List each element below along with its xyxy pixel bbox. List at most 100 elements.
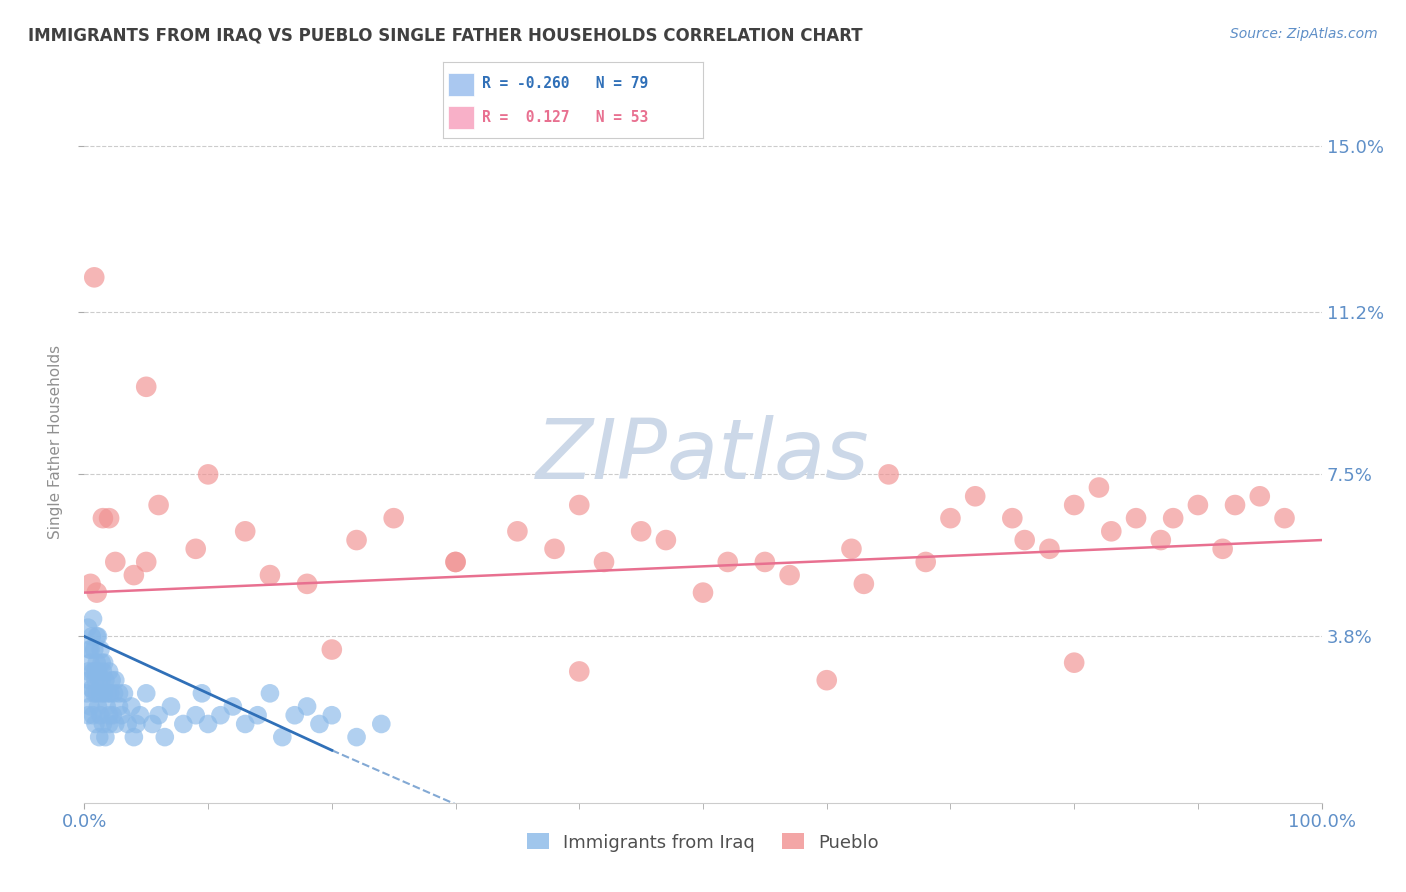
Point <box>271 730 294 744</box>
Point <box>83 270 105 285</box>
Text: IMMIGRANTS FROM IRAQ VS PUEBLO SINGLE FATHER HOUSEHOLDS CORRELATION CHART: IMMIGRANTS FROM IRAQ VS PUEBLO SINGLE FA… <box>28 27 863 45</box>
Point <box>91 717 114 731</box>
Point <box>346 533 368 547</box>
Point <box>877 467 900 482</box>
Point <box>89 642 111 657</box>
Point <box>98 708 121 723</box>
Point <box>815 673 838 688</box>
Point <box>1088 481 1111 495</box>
Point <box>148 708 170 723</box>
Point <box>84 717 107 731</box>
Text: R = -0.260   N = 79: R = -0.260 N = 79 <box>482 76 648 91</box>
Point <box>122 568 145 582</box>
Point <box>125 717 148 731</box>
Point <box>77 665 100 679</box>
Point <box>184 541 207 556</box>
Point <box>506 524 529 539</box>
Point <box>852 577 875 591</box>
Point <box>568 498 591 512</box>
Point <box>96 699 118 714</box>
Point <box>91 511 114 525</box>
Point <box>246 708 269 723</box>
Bar <box>449 73 474 95</box>
Point <box>1063 498 1085 512</box>
Point <box>91 665 114 679</box>
Point <box>104 555 127 569</box>
Point <box>259 568 281 582</box>
Point <box>1161 511 1184 525</box>
Point <box>295 699 318 714</box>
Point <box>94 730 117 744</box>
Point <box>82 708 104 723</box>
Point <box>108 686 131 700</box>
Point <box>184 708 207 723</box>
Point <box>79 656 101 670</box>
Point <box>79 642 101 657</box>
Point <box>86 686 108 700</box>
Point <box>1212 541 1234 556</box>
Point <box>1187 498 1209 512</box>
Point <box>86 656 108 670</box>
Point <box>321 708 343 723</box>
Point <box>83 686 105 700</box>
Point <box>543 541 565 556</box>
Point <box>135 686 157 700</box>
Text: R =  0.127   N = 53: R = 0.127 N = 53 <box>482 110 648 125</box>
Point <box>79 577 101 591</box>
Point <box>110 708 132 723</box>
Point <box>1150 533 1173 547</box>
Point <box>222 699 245 714</box>
Point <box>1274 511 1296 525</box>
Point <box>104 717 127 731</box>
Point <box>84 665 107 679</box>
Point <box>1099 524 1122 539</box>
Point <box>295 577 318 591</box>
Point <box>90 656 112 670</box>
Point <box>77 621 100 635</box>
Point <box>89 708 111 723</box>
Point <box>308 717 330 731</box>
Point <box>77 708 100 723</box>
Text: Source: ZipAtlas.com: Source: ZipAtlas.com <box>1230 27 1378 41</box>
Point <box>141 717 163 731</box>
Point <box>79 699 101 714</box>
Point <box>444 555 467 569</box>
Point <box>1014 533 1036 547</box>
Point <box>321 642 343 657</box>
Point <box>655 533 678 547</box>
Point <box>841 541 863 556</box>
Point <box>93 686 115 700</box>
Point <box>86 585 108 599</box>
Point <box>135 555 157 569</box>
Point <box>914 555 936 569</box>
Point <box>87 699 110 714</box>
Point <box>939 511 962 525</box>
Point <box>98 511 121 525</box>
Point <box>89 686 111 700</box>
Point <box>779 568 801 582</box>
Point <box>98 686 121 700</box>
Point <box>122 730 145 744</box>
Point <box>160 699 183 714</box>
Point <box>284 708 307 723</box>
Point <box>98 665 121 679</box>
Point <box>86 629 108 643</box>
Point <box>90 673 112 688</box>
Point <box>382 511 405 525</box>
Point <box>692 585 714 599</box>
Point <box>98 717 121 731</box>
Point <box>1249 489 1271 503</box>
Text: ZIPatlas: ZIPatlas <box>536 416 870 497</box>
Point <box>346 730 368 744</box>
Point <box>233 524 256 539</box>
Point <box>172 717 194 731</box>
Point <box>148 498 170 512</box>
Legend: Immigrants from Iraq, Pueblo: Immigrants from Iraq, Pueblo <box>520 826 886 859</box>
Point <box>1038 541 1060 556</box>
Point <box>593 555 616 569</box>
Point <box>197 467 219 482</box>
Point <box>94 673 117 688</box>
Point <box>82 665 104 679</box>
Point <box>370 717 392 731</box>
Point <box>630 524 652 539</box>
